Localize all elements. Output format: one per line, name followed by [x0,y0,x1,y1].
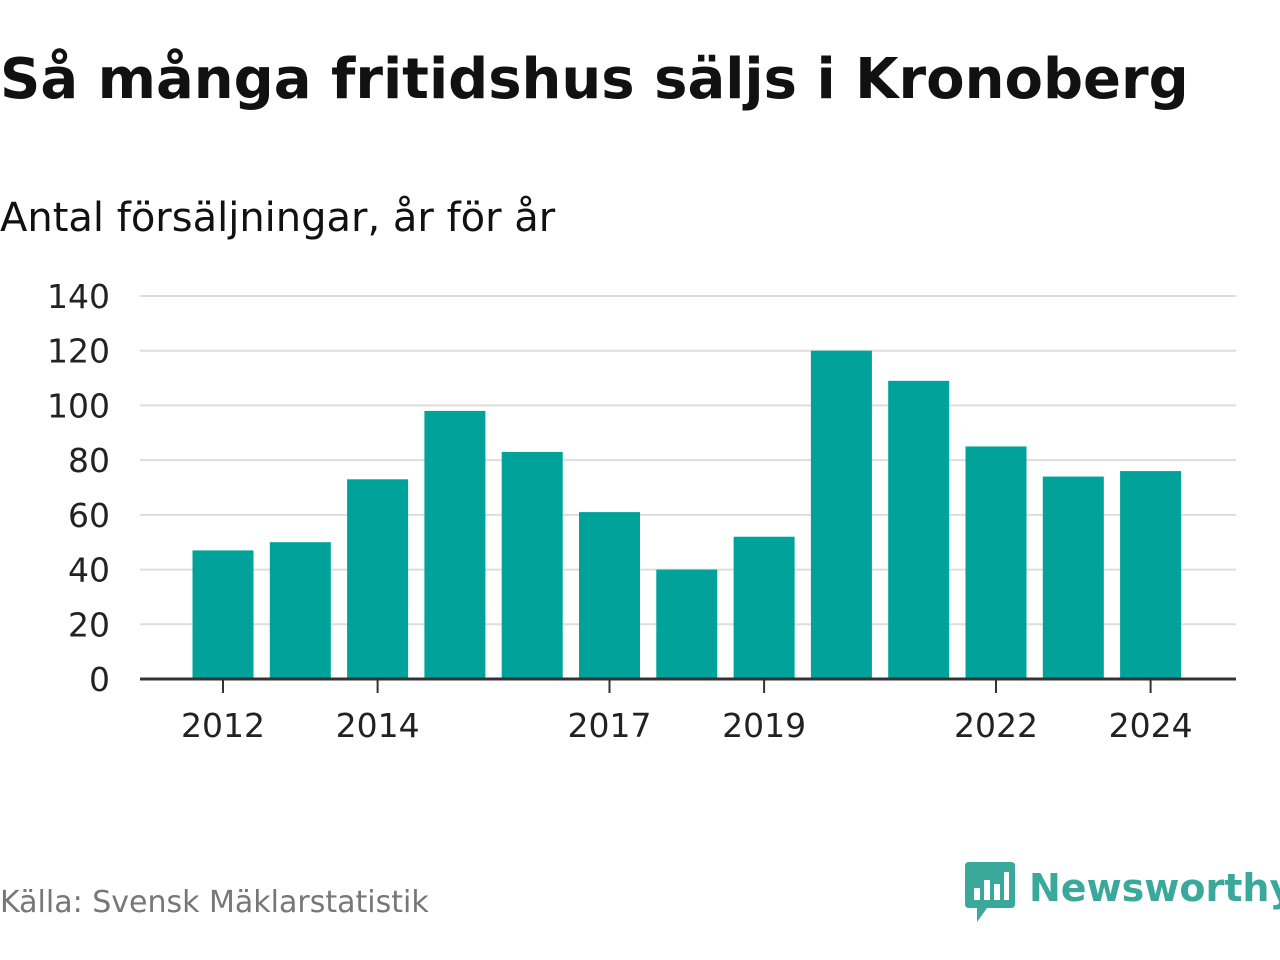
y-tick-label: 140 [47,277,110,316]
y-tick-label: 120 [47,332,110,371]
bar-2013 [269,542,331,679]
bar-2021 [888,380,950,679]
bars [192,350,1182,679]
bar-chart-speech-bubble-icon [965,862,1015,922]
newsworthy-logo[interactable]: Newsworthy [965,862,1280,932]
y-tick-label: 80 [68,441,110,480]
bar-2014 [347,479,409,679]
bar-2018 [656,569,718,679]
y-tick-label: 40 [68,551,110,590]
logo-text: Newsworthy [1029,866,1280,910]
bar-2020 [810,350,872,679]
bar-2012 [192,550,254,679]
y-tick-label: 100 [47,386,110,425]
bar-2017 [579,512,640,679]
y-tick-label: 0 [89,660,110,699]
bar-2019 [733,536,795,679]
x-tick-label: 2019 [722,706,806,745]
x-tick-label: 2012 [181,706,265,745]
y-axis-tick-labels: 0 20 40 60 80 100 120 140 [47,277,110,699]
y-tick-label: 20 [68,605,110,644]
bar-2023 [1042,476,1104,679]
bar-2016 [501,451,563,679]
chart-subtitle: Antal försäljningar, år för år [0,195,556,241]
chart-title: Så många fritidshus säljs i Kronoberg [0,47,1189,112]
x-tick-label: 2022 [954,706,1038,745]
x-tick-label: 2014 [336,706,420,745]
x-tick-label: 2017 [568,706,652,745]
bar-2015 [424,410,486,679]
y-tick-label: 60 [68,496,110,535]
source-note: Källa: Svensk Mäklarstatistik [0,885,429,920]
x-tick-label: 2024 [1109,706,1193,745]
bar-2024 [1120,471,1182,679]
bar-2022 [965,446,1027,679]
x-axis: 2012 2014 2017 2019 2022 2024 [140,677,1236,745]
